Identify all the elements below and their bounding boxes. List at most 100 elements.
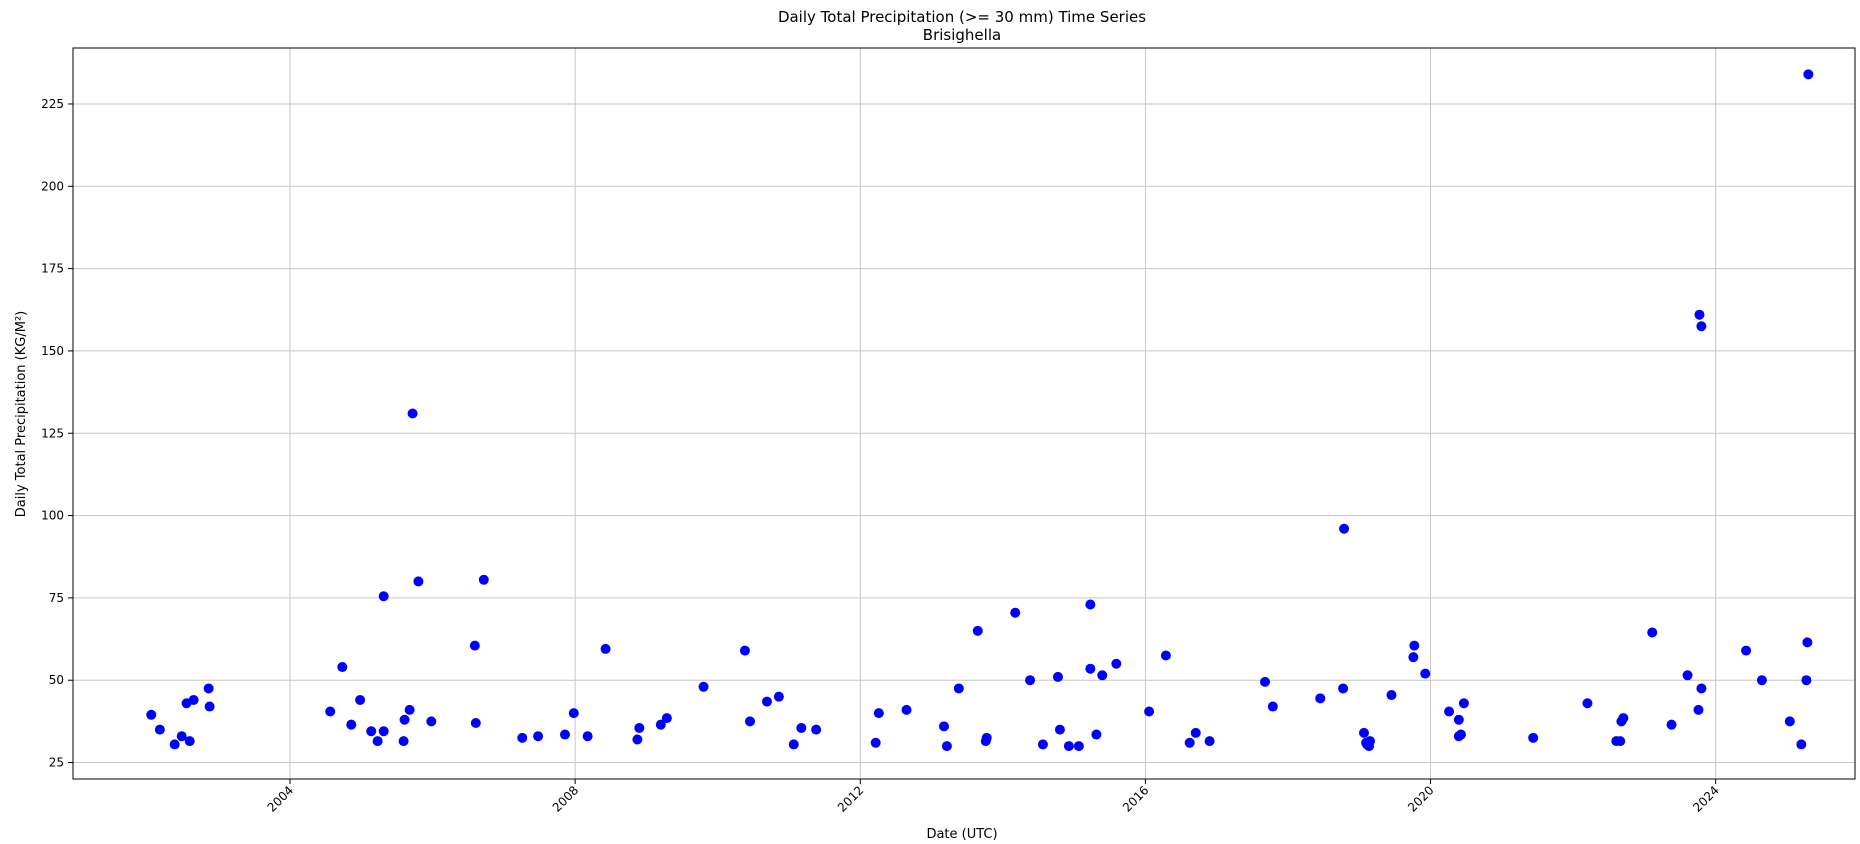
data-point — [1144, 706, 1155, 717]
data-point — [398, 736, 409, 747]
data-point — [1682, 670, 1693, 681]
data-point — [1204, 736, 1215, 747]
data-point — [1420, 668, 1431, 679]
data-point — [953, 683, 964, 694]
data-point — [372, 736, 383, 747]
data-point — [600, 643, 611, 654]
data-point — [1528, 732, 1539, 743]
y-tick-label: 25 — [49, 756, 64, 770]
data-point — [1802, 637, 1813, 648]
data-point — [873, 708, 884, 719]
data-point — [559, 729, 570, 740]
data-point — [1184, 737, 1195, 748]
data-point — [1444, 706, 1455, 717]
data-point — [146, 709, 157, 720]
x-tick-label: 2004 — [265, 783, 296, 814]
data-point — [1085, 599, 1096, 610]
x-tick-label: 2024 — [1690, 783, 1721, 814]
data-point — [739, 645, 750, 656]
data-point — [1409, 640, 1420, 651]
data-point — [1803, 69, 1814, 80]
plot-area-frame — [72, 47, 1856, 780]
data-point — [1784, 716, 1795, 727]
x-axis: 2004 2008 2012 2016 2020 2024 — [265, 779, 1722, 815]
data-point — [1085, 663, 1096, 674]
data-point — [1190, 727, 1201, 738]
data-point — [378, 591, 389, 602]
data-point — [204, 701, 215, 712]
x-tick-label: 2020 — [1405, 783, 1436, 814]
data-point — [1339, 523, 1350, 534]
data-point — [1010, 607, 1021, 618]
data-point — [1453, 714, 1464, 725]
data-point — [1696, 321, 1707, 332]
data-point — [478, 574, 489, 585]
data-point — [811, 724, 822, 735]
x-tick-label: 2012 — [835, 783, 866, 814]
data-point — [1756, 675, 1767, 686]
data-point — [972, 625, 983, 636]
y-tick-label: 100 — [41, 509, 64, 523]
y-tick-label: 175 — [41, 262, 64, 276]
data-point — [568, 708, 579, 719]
data-point — [1694, 309, 1705, 320]
data-point — [981, 732, 992, 743]
data-point — [698, 681, 709, 692]
y-tick-label: 200 — [41, 179, 64, 193]
data-point — [1365, 736, 1376, 747]
data-point — [1315, 693, 1326, 704]
data-point — [1037, 739, 1048, 750]
data-point — [1615, 736, 1626, 747]
data-point — [1338, 683, 1349, 694]
data-point — [1693, 704, 1704, 715]
y-tick-label: 50 — [49, 673, 64, 687]
data-point — [154, 724, 165, 735]
data-point — [1160, 650, 1171, 661]
data-point — [517, 732, 528, 743]
data-point — [469, 640, 480, 651]
data-point — [325, 706, 336, 717]
data-point — [184, 736, 195, 747]
data-point — [426, 716, 437, 727]
data-point — [407, 408, 418, 419]
data-point — [337, 662, 348, 673]
data-point — [745, 716, 756, 727]
data-point — [1647, 627, 1658, 638]
y-axis-label: Daily Total Precipitation (KG/M²) — [14, 311, 29, 517]
y-tick-label: 125 — [41, 426, 64, 440]
chart-subtitle: Brisighella — [923, 26, 1001, 44]
data-point — [1052, 671, 1063, 682]
y-tick-label: 75 — [49, 591, 64, 605]
data-point — [661, 713, 672, 724]
data-point — [901, 704, 912, 715]
data-point — [378, 726, 389, 737]
data-point — [399, 714, 410, 725]
data-point — [870, 737, 881, 748]
data-point — [773, 691, 784, 702]
data-point — [632, 734, 643, 745]
data-point — [1801, 675, 1812, 686]
data-point — [1696, 683, 1707, 694]
data-point — [1741, 645, 1752, 656]
data-point — [413, 576, 424, 587]
chart-title: Daily Total Precipitation (>= 30 mm) Tim… — [778, 8, 1146, 26]
data-point — [1408, 652, 1419, 663]
y-axis: 25 50 75 100 125 150 175 200 225 — [41, 97, 73, 770]
data-point — [366, 726, 377, 737]
x-tick-label: 2016 — [1120, 783, 1151, 814]
data-point — [1073, 741, 1084, 752]
data-points — [146, 69, 1814, 752]
data-point — [1111, 658, 1122, 669]
data-point — [169, 739, 180, 750]
x-axis-label: Date (UTC) — [926, 827, 997, 842]
data-point — [355, 694, 366, 705]
data-point — [788, 739, 799, 750]
data-point — [938, 721, 949, 732]
data-point — [176, 731, 187, 742]
data-point — [1267, 701, 1278, 712]
data-point — [1582, 698, 1593, 709]
data-point — [1260, 676, 1271, 687]
data-point — [404, 704, 415, 715]
data-point — [1618, 713, 1629, 724]
